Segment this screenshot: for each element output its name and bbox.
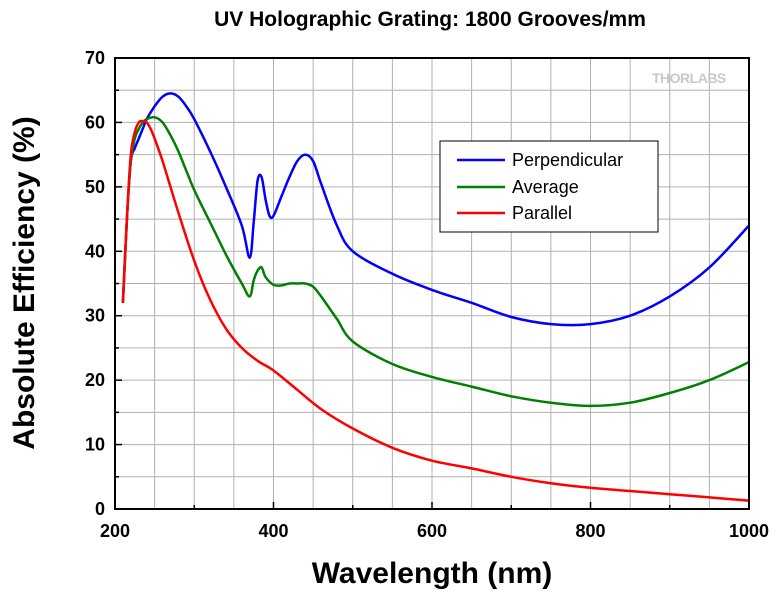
x-tick-label: 200 [100,521,130,541]
y-tick-label: 70 [85,48,105,68]
y-axis-title: Absolute Efficiency (%) [8,116,41,449]
plot-series-group [121,92,750,502]
series-line-average [121,115,750,408]
x-axis-title: Wavelength (nm) [312,557,553,590]
x-tick-label: 1000 [729,521,769,541]
series-line-perpendicular [121,92,750,327]
y-tick-label: 0 [95,499,105,519]
thorlabs-watermark: THORLABS [652,70,726,86]
legend: Perpendicular Average Parallel [439,140,659,233]
y-tick-label: 50 [85,177,105,197]
x-tick-label: 600 [417,521,447,541]
y-tick-label: 30 [85,306,105,326]
x-tick-label: 800 [575,521,605,541]
legend-label-parallel: Parallel [512,203,572,223]
y-tick-label: 60 [85,112,105,132]
axis-ticks: 200 400 600 800 1000 0 10 20 30 40 50 60 70 [85,48,769,541]
x-tick-label: 400 [258,521,288,541]
legend-label-perpendicular: Perpendicular [512,150,623,170]
series-line-parallel [121,119,750,502]
y-tick-label: 40 [85,241,105,261]
grid-lines [115,58,749,509]
chart-title: UV Holographic Grating: 1800 Grooves/mm [214,8,646,31]
legend-label-average: Average [512,177,579,197]
y-tick-label: 20 [85,370,105,390]
y-tick-label: 10 [85,435,105,455]
